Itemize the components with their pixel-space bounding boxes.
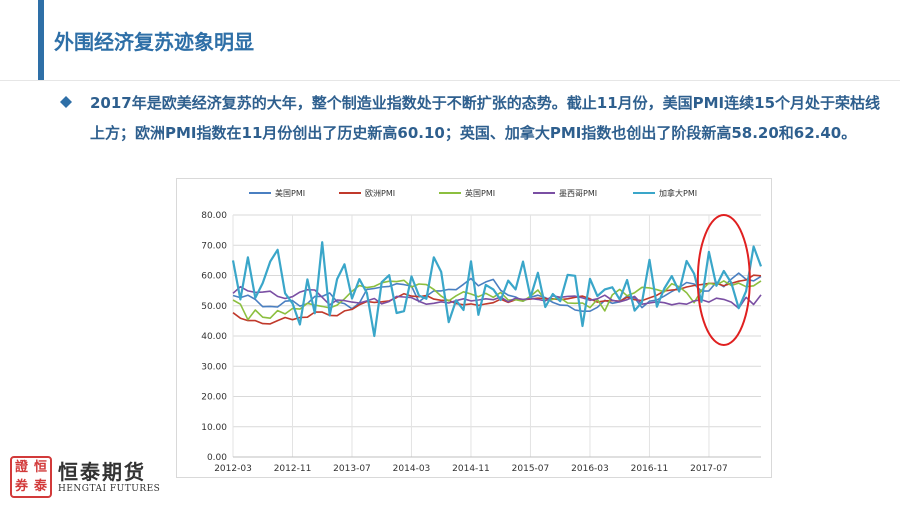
logo-name-en: HENGTAI FUTURES	[58, 484, 161, 494]
x-tick-label: 2016-03	[571, 464, 609, 474]
logo-name: 恒泰期货	[58, 460, 146, 484]
slide-title: 外围经济复苏迹象明显	[54, 30, 254, 54]
legend-label: 墨西哥PMI	[559, 189, 597, 198]
title-accent-bar	[38, 0, 44, 80]
y-tick-label: 50.00	[201, 302, 227, 312]
legend-label: 英国PMI	[465, 188, 495, 198]
series-line	[231, 241, 763, 338]
x-tick-label: 2014-03	[393, 464, 431, 474]
y-tick-label: 10.00	[201, 423, 227, 433]
series-line	[232, 285, 762, 309]
y-tick-label: 40.00	[201, 332, 227, 342]
y-tick-label: 0.00	[207, 453, 227, 463]
x-tick-label: 2012-11	[274, 464, 312, 474]
x-tick-label: 2015-07	[512, 464, 550, 474]
highlight-circle	[696, 214, 751, 347]
logo-mark-char: 證	[14, 460, 28, 475]
slide-header: 外围经济复苏迹象明显	[0, 0, 900, 80]
logo-mark-char: 恒	[33, 460, 47, 475]
y-tick-label: 20.00	[201, 393, 227, 403]
logo-mark-char: 泰	[33, 479, 47, 494]
pmi-chart-svg: 0.00 10.00 20.00 30.00 40.00 50.00 60.00 70.00 8…	[201, 188, 763, 474]
legend-label: 美国PMI	[275, 188, 305, 198]
diamond-icon	[60, 96, 72, 108]
x-tick-label: 2014-11	[452, 464, 490, 474]
y-tick-label: 60.00	[201, 272, 227, 282]
y-tick-label: 30.00	[201, 362, 227, 372]
pmi-chart: 0.00 10.00 20.00 30.00 40.00 50.00 60.00 70.00 8…	[176, 178, 772, 478]
legend-label: 欧洲PMI	[365, 188, 395, 198]
x-tick-label: 2012-03	[214, 464, 252, 474]
x-tick-label: 2016-11	[631, 464, 669, 474]
header-divider	[0, 80, 900, 81]
y-tick-label: 70.00	[201, 241, 227, 251]
series-line	[232, 274, 762, 325]
y-tick-label: 80.00	[201, 211, 227, 221]
x-tick-label: 2017-07	[690, 464, 728, 474]
company-logo: 證 恒 券 泰 恒泰期货 HENGTAI FUTURES	[10, 456, 178, 502]
logo-mark-char: 券	[14, 479, 28, 494]
legend-label: 加拿大PMI	[659, 188, 697, 198]
logo-mark: 證 恒 券 泰	[10, 456, 52, 498]
x-tick-label: 2013-07	[333, 464, 371, 474]
slide-body-text: 2017年是欧美经济复苏的大年，整个制造业指数处于不断扩张的态势。截止11月份，…	[90, 94, 881, 142]
